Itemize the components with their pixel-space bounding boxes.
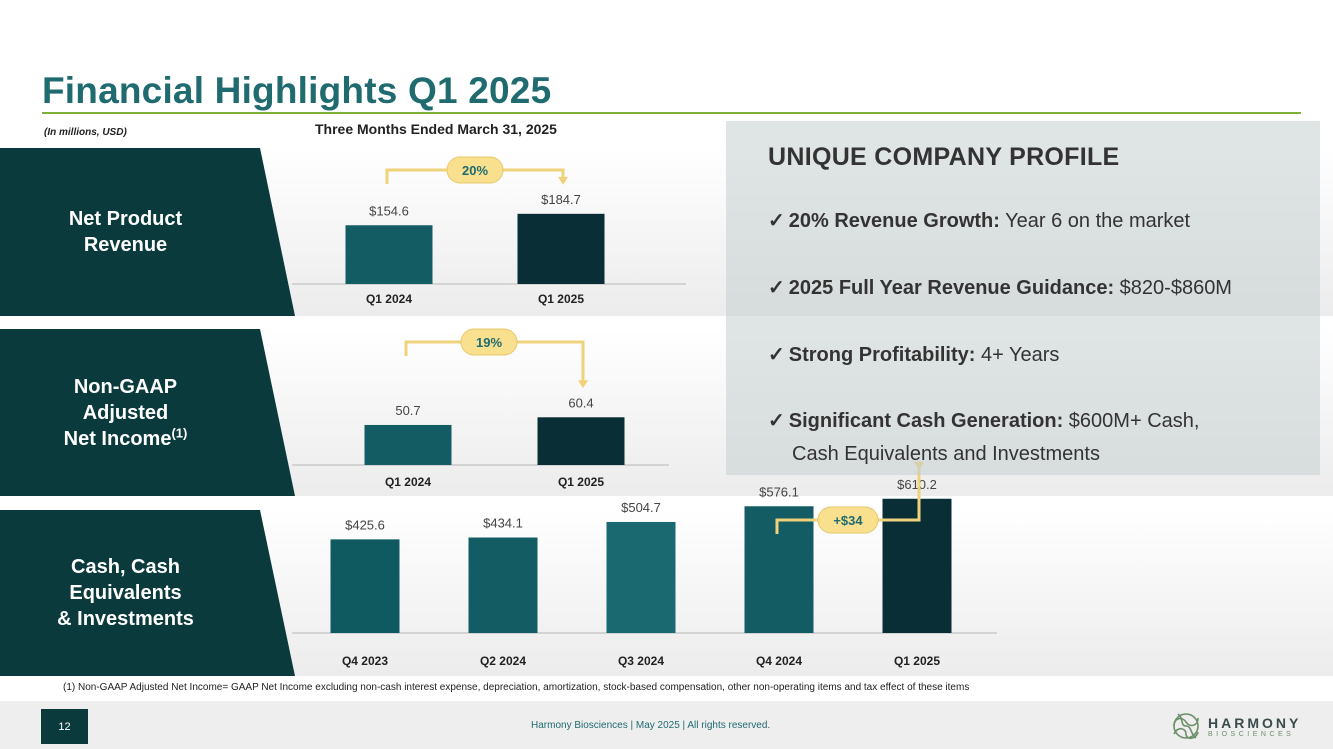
page-title: Financial Highlights Q1 2025 (42, 70, 552, 111)
profile-item-text: Year 6 on the market (999, 210, 1191, 232)
page-number: 12 (41, 709, 88, 744)
row-label-line: Revenue (83, 234, 168, 256)
profile-item-heading: Significant Cash Generation: (788, 410, 1064, 432)
logo-wordmark: HARMONY (1208, 714, 1302, 731)
row-label-line: Equivalents (69, 582, 182, 604)
harmony-logo: HARMONY BIOSCIENCES (1168, 708, 1303, 744)
footer-copyright: Harmony Biosciences | May 2025 | All rig… (531, 720, 771, 731)
profile-item-text: $820-$860M (1114, 277, 1232, 299)
row-label-revenue: Net Product Revenue (0, 148, 295, 316)
row-label-line: Non-GAAP (73, 375, 178, 398)
profile-item-text: $600M+ Cash, (1063, 410, 1200, 432)
row-label-line: Cash, Cash (71, 556, 180, 578)
harmony-logo-icon (1173, 713, 1199, 740)
row-label-line: & Investments (57, 608, 194, 630)
checkmark-icon: ✓ (768, 344, 785, 366)
profile-item: ✓ 20% Revenue Growth: Year 6 on the marke… (768, 205, 1308, 238)
row-label-cash: Cash, Cash Equivalents & Investments (0, 510, 295, 676)
profile-title: UNIQUE COMPANY PROFILE (768, 143, 1120, 171)
checkmark-icon: ✓ (768, 277, 785, 299)
footnote-marker: (1) (171, 424, 188, 440)
period-heading: Three Months Ended March 31, 2025 (315, 121, 557, 137)
title-divider (42, 112, 1301, 114)
units-note: (In millions, USD) (44, 127, 127, 138)
footer-bar (0, 701, 1333, 749)
checkmark-icon: ✓ (768, 210, 785, 232)
profile-item: ✓ Strong Profitability: 4+ Years (768, 339, 1308, 372)
footnote: (1) Non-GAAP Adjusted Net Income= GAAP N… (63, 682, 970, 693)
profile-item-text-continued: Cash Equivalents and Investments (792, 443, 1100, 465)
company-profile-panel: UNIQUE COMPANY PROFILE ✓ 20% Revenue Grow… (726, 121, 1320, 475)
profile-item: ✓ 2025 Full Year Revenue Guidance: $820-$… (768, 272, 1308, 305)
logo-subtitle: BIOSCIENCES (1208, 730, 1295, 738)
profile-item-text: 4+ Years (975, 344, 1060, 366)
profile-item: ✓ Significant Cash Generation: $600M+ Cas… (768, 405, 1308, 471)
profile-item-heading: 20% Revenue Growth: (788, 210, 1000, 232)
row-label-line: Net Income (63, 427, 172, 450)
row-label-net-income: Non-GAAP Adjusted Net Income(1) (0, 329, 295, 496)
row-label-line: Net Product (68, 208, 183, 230)
profile-item-heading: 2025 Full Year Revenue Guidance: (788, 277, 1115, 299)
profile-item-heading: Strong Profitability: (788, 344, 976, 366)
row-label-line: Adjusted (82, 401, 169, 424)
checkmark-icon: ✓ (768, 410, 785, 432)
